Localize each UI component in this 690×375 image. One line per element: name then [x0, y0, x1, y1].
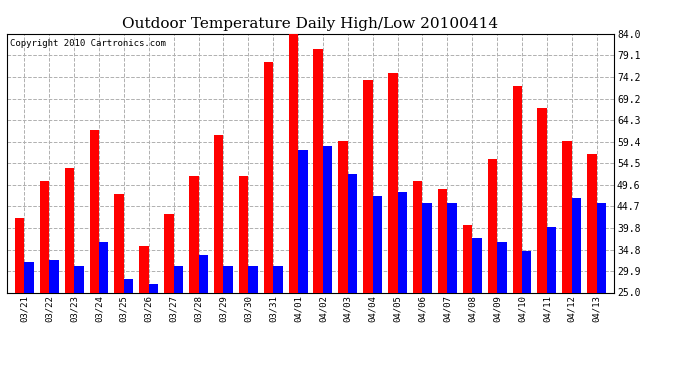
Bar: [139, 246, 149, 292]
Bar: [547, 227, 556, 292]
Bar: [149, 284, 158, 292]
Bar: [363, 80, 373, 292]
Bar: [397, 192, 407, 292]
Bar: [214, 135, 224, 292]
Bar: [224, 266, 233, 292]
Bar: [497, 242, 506, 292]
Bar: [164, 213, 174, 292]
Bar: [90, 130, 99, 292]
Bar: [24, 262, 34, 292]
Bar: [298, 150, 308, 292]
Bar: [587, 154, 597, 292]
Bar: [115, 194, 124, 292]
Bar: [124, 279, 133, 292]
Bar: [422, 202, 432, 292]
Bar: [323, 146, 333, 292]
Bar: [15, 218, 24, 292]
Bar: [447, 202, 457, 292]
Bar: [338, 141, 348, 292]
Bar: [373, 196, 382, 292]
Bar: [99, 242, 108, 292]
Bar: [513, 86, 522, 292]
Bar: [199, 255, 208, 292]
Bar: [488, 159, 497, 292]
Bar: [248, 266, 258, 292]
Bar: [562, 141, 572, 292]
Bar: [313, 49, 323, 292]
Bar: [239, 176, 248, 292]
Bar: [463, 225, 472, 292]
Bar: [388, 73, 397, 292]
Bar: [597, 202, 606, 292]
Bar: [472, 238, 482, 292]
Text: Copyright 2010 Cartronics.com: Copyright 2010 Cartronics.com: [10, 39, 166, 48]
Bar: [288, 34, 298, 292]
Bar: [174, 266, 183, 292]
Bar: [40, 181, 49, 292]
Bar: [438, 189, 447, 292]
Bar: [74, 266, 83, 292]
Bar: [348, 174, 357, 292]
Bar: [572, 198, 581, 292]
Bar: [264, 62, 273, 292]
Bar: [522, 251, 531, 292]
Bar: [49, 260, 59, 292]
Bar: [273, 266, 283, 292]
Bar: [189, 176, 199, 292]
Bar: [538, 108, 547, 292]
Bar: [65, 168, 74, 292]
Title: Outdoor Temperature Daily High/Low 20100414: Outdoor Temperature Daily High/Low 20100…: [122, 17, 499, 31]
Bar: [413, 181, 422, 292]
